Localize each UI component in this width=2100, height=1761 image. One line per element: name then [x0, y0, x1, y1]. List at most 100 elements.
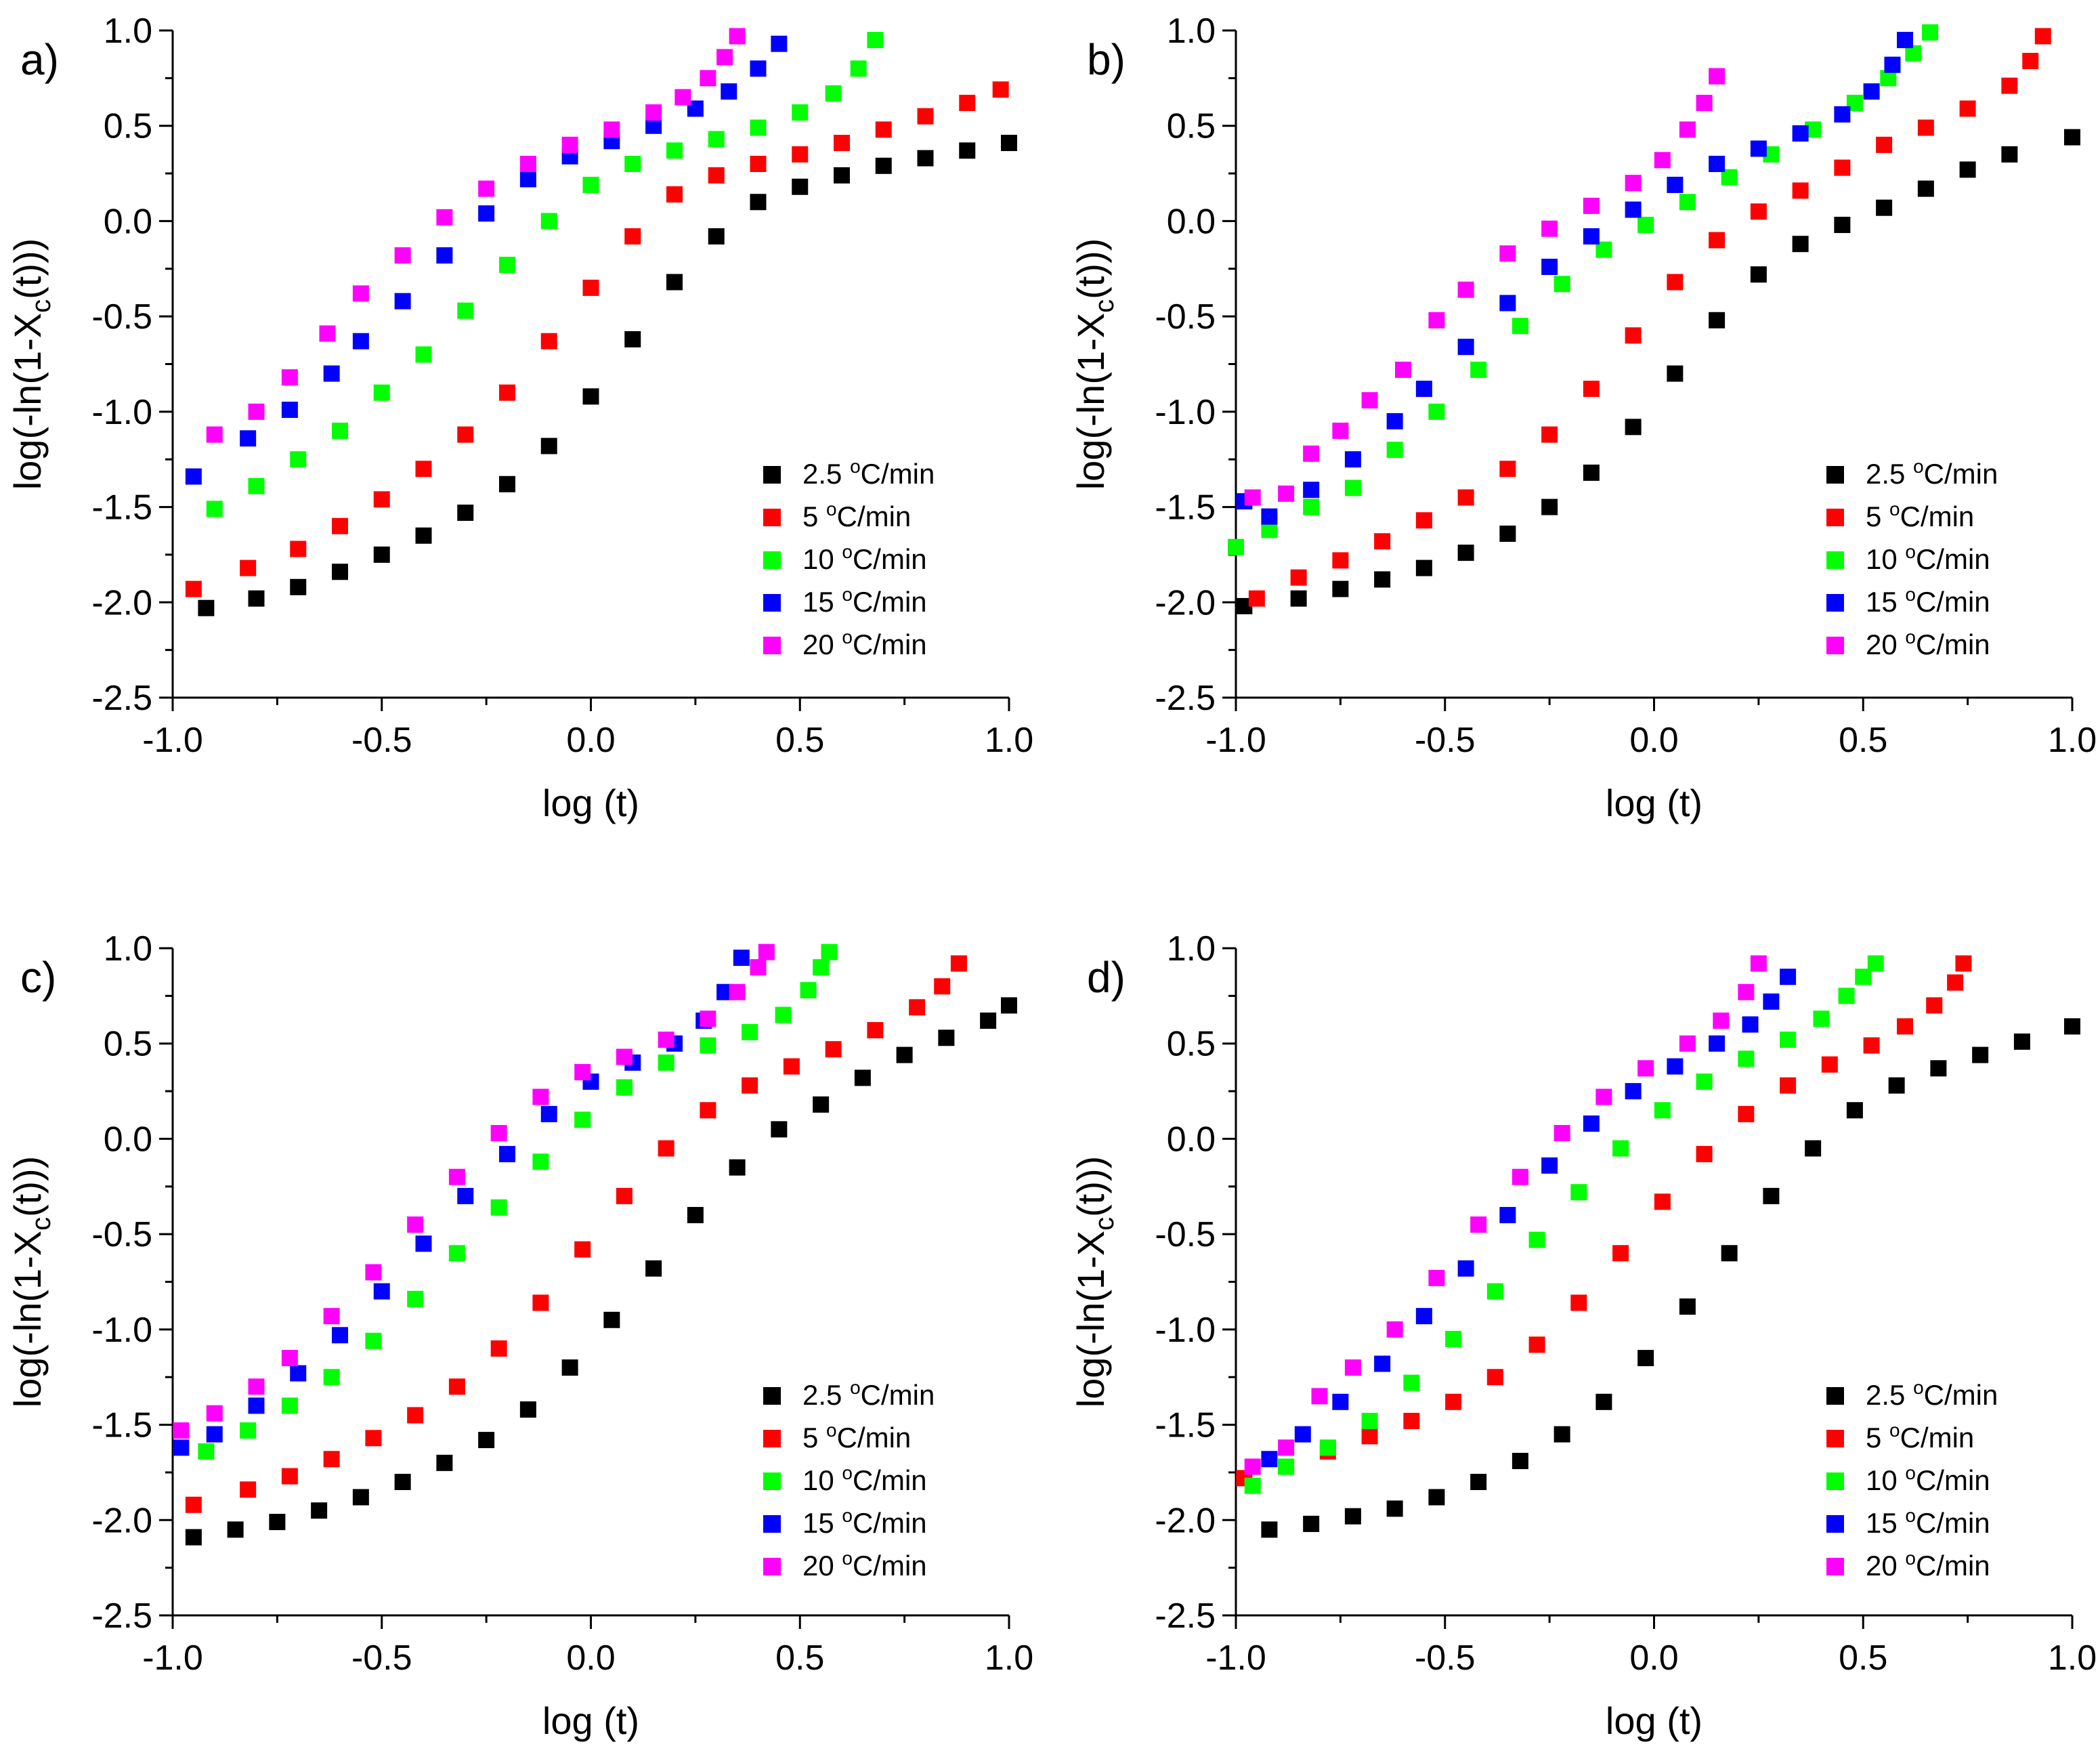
data-point	[1654, 1193, 1671, 1210]
data-point	[917, 150, 934, 167]
panel-label: c)	[20, 953, 56, 1002]
data-point	[1244, 1477, 1261, 1494]
data-point	[616, 1187, 633, 1204]
data-point	[1637, 1350, 1654, 1367]
y-tick-label: -2.5	[91, 1596, 152, 1636]
data-point	[700, 1102, 716, 1119]
x-tick-label: 0.0	[566, 721, 615, 760]
data-point	[1499, 245, 1516, 262]
x-tick-label: 0.0	[566, 1638, 615, 1678]
data-point	[1721, 1245, 1738, 1262]
data-point	[561, 136, 578, 153]
legend-entry: 2.5 oC/min	[802, 456, 935, 490]
data-point	[1303, 482, 1320, 498]
y-tick-label: 0.0	[104, 1120, 152, 1159]
data-point	[281, 369, 298, 386]
data-point	[1897, 1018, 1913, 1035]
data-point	[992, 81, 1009, 98]
data-point	[867, 32, 884, 49]
y-axis-title: log(-ln(1-Xc(t)))	[6, 1156, 56, 1408]
data-point	[240, 1422, 257, 1439]
data-point	[540, 438, 557, 454]
data-point	[758, 943, 775, 960]
data-point	[875, 157, 892, 174]
y-tick-label: 0.5	[104, 1025, 152, 1064]
data-point	[742, 1077, 758, 1094]
data-point	[716, 49, 733, 66]
x-tick-label: 1.0	[985, 721, 1033, 760]
legend: 2.5 oC/min 5 oC/min 10 oC/min 15 oC/min 20 o…	[763, 456, 935, 660]
data-point	[1528, 1336, 1545, 1353]
data-point	[1261, 508, 1278, 525]
legend-marker	[1826, 1515, 1844, 1533]
data-point	[332, 564, 348, 580]
data-point	[2034, 28, 2051, 45]
data-point	[1403, 1412, 1420, 1429]
data-point	[1667, 1058, 1684, 1075]
data-point	[332, 423, 348, 439]
data-point	[185, 1496, 202, 1513]
data-point	[1470, 361, 1487, 378]
data-point	[1428, 403, 1445, 420]
data-point	[574, 1063, 591, 1080]
data-point	[1667, 274, 1684, 291]
data-point	[499, 1145, 515, 1162]
data-point	[1261, 1521, 1278, 1538]
data-point	[1583, 197, 1600, 214]
data-point	[1415, 512, 1432, 529]
x-axis-title: log (t)	[1606, 1699, 1702, 1742]
data-point	[1805, 1140, 1822, 1157]
legend-marker	[763, 1515, 781, 1533]
legend-entry: 10 oC/min	[802, 1462, 927, 1496]
x-tick-label: 0.0	[1629, 721, 1678, 760]
data-point	[373, 1283, 390, 1300]
data-point	[1696, 1074, 1713, 1090]
data-point	[658, 1032, 674, 1048]
data-point	[1386, 1500, 1403, 1517]
data-point	[185, 580, 202, 597]
data-point	[290, 1365, 307, 1382]
x-tick-label: 0.5	[775, 1638, 824, 1678]
data-point	[519, 156, 536, 172]
data-point	[2013, 1033, 2030, 1050]
series-2-5-points	[198, 135, 1017, 616]
data-point	[1244, 489, 1261, 506]
data-point	[332, 517, 348, 534]
data-point	[1834, 106, 1851, 123]
data-point	[248, 478, 265, 494]
series-20-points	[1244, 68, 1726, 506]
data-point	[2022, 53, 2039, 70]
x-tick-label: -1.0	[142, 721, 203, 760]
data-point	[1750, 266, 1767, 283]
data-point	[1457, 1260, 1474, 1277]
legend-entry: 2.5 oC/min	[1866, 1377, 1998, 1411]
data-point	[323, 365, 340, 382]
series-15-points	[173, 950, 750, 1456]
data-point	[1867, 955, 1884, 972]
legend-marker	[763, 594, 781, 612]
data-point	[1499, 1207, 1516, 1223]
data-point	[1445, 1330, 1462, 1347]
data-point	[1395, 361, 1411, 378]
legend-marker	[1826, 1387, 1844, 1405]
x-axis-title: log (t)	[542, 1699, 639, 1742]
data-point	[1303, 498, 1320, 515]
x-tick-label: 1.0	[2048, 721, 2097, 760]
data-point	[1738, 1051, 1755, 1067]
legend: 2.5 oC/min 5 oC/min 10 oC/min 15 oC/min 20 o…	[1826, 1377, 1998, 1582]
data-point	[687, 1207, 704, 1223]
data-point	[407, 1216, 424, 1233]
y-tick-label: -1.5	[1155, 488, 1216, 528]
data-point	[1679, 194, 1696, 211]
legend-marker	[1826, 509, 1844, 526]
data-point	[457, 426, 474, 443]
legend-entry: 2.5 oC/min	[1866, 456, 1998, 490]
data-point	[1499, 525, 1516, 542]
legend: 2.5 oC/min 5 oC/min 10 oC/min 15 oC/min 20 o…	[763, 1377, 935, 1582]
data-point	[490, 1199, 507, 1216]
data-point	[1457, 489, 1474, 506]
data-point	[1428, 1269, 1445, 1286]
data-point	[407, 1290, 424, 1307]
data-point	[1570, 1184, 1587, 1201]
data-point	[1541, 220, 1558, 237]
